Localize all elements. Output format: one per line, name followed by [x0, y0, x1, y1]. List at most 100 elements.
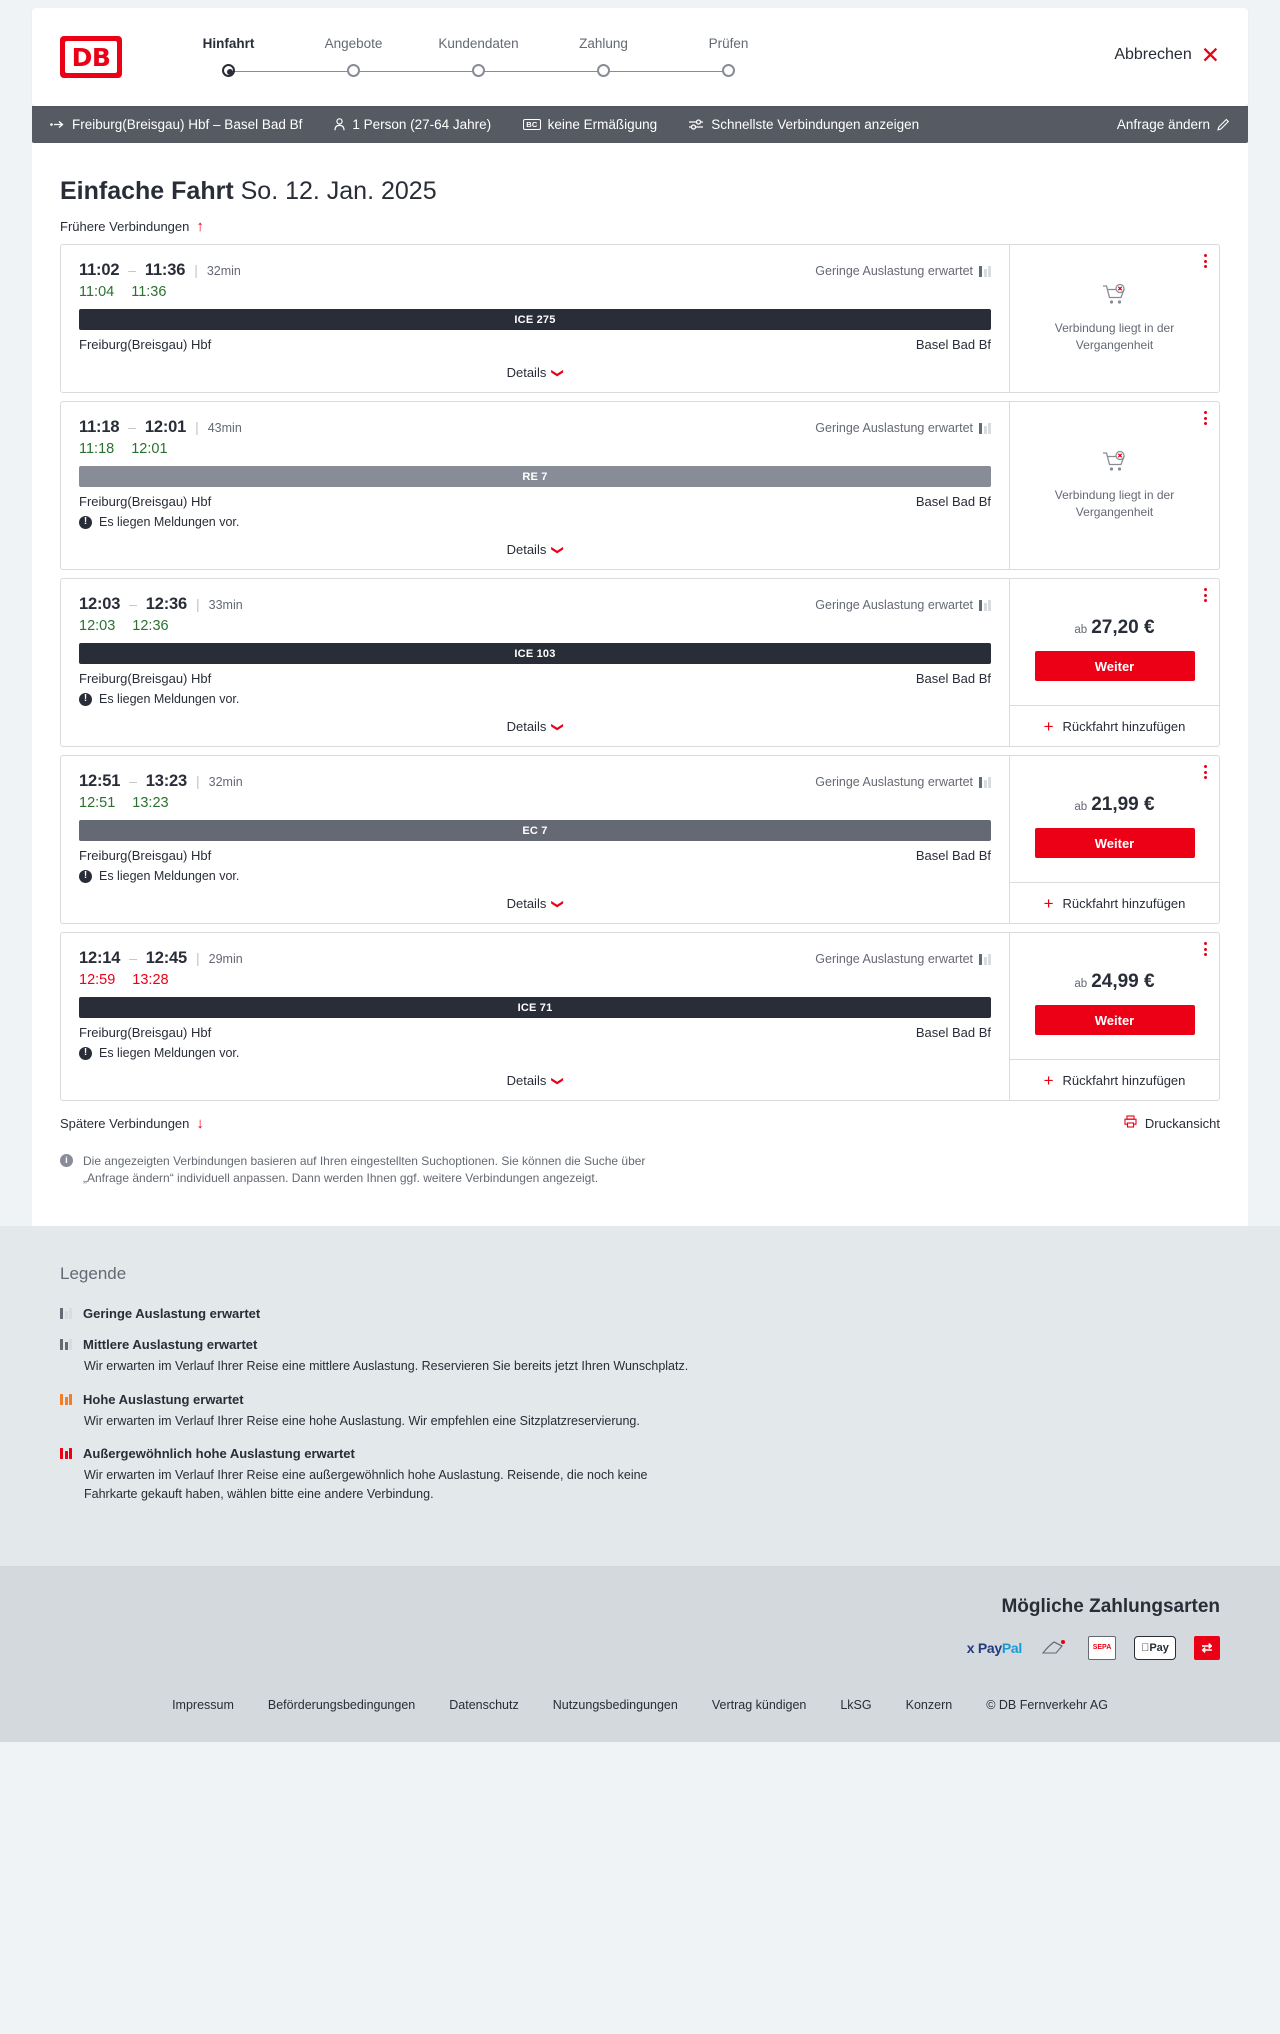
add-return-trip-button[interactable]: + Rückfahrt hinzufügen [1010, 882, 1219, 923]
print-view-button[interactable]: Druckansicht [1124, 1115, 1220, 1131]
time-duration-separator: | [195, 419, 199, 435]
more-options-button[interactable] [1204, 254, 1207, 268]
departure-station: Freiburg(Breisgau) Hbf [79, 337, 212, 352]
occupancy-indicator: Geringe Auslastung erwartet [815, 952, 991, 966]
connection-notice[interactable]: ! Es liegen Meldungen vor. [79, 1046, 991, 1060]
connection-details: 11:02–11:36 | 32min Geringe Auslastung erwa… [61, 245, 1009, 392]
more-options-button[interactable] [1204, 765, 1207, 779]
db-logo-text: DB [65, 41, 117, 73]
search-hint-text: Die angezeigten Verbindungen basieren au… [83, 1154, 646, 1186]
chevron-down-icon: ❯ [551, 367, 566, 378]
step-connector-line [478, 70, 604, 72]
trip-duration: 32min [206, 264, 241, 278]
summary-route[interactable]: Freiburg(Breisgau) Hbf – Basel Bad Bf [50, 117, 302, 132]
price-value: ab 21,99 € [1074, 794, 1155, 815]
add-return-trip-label: Rückfahrt hinzufügen [1062, 895, 1186, 911]
step-indicator [291, 63, 479, 79]
connection-details: 12:14–12:45 | 29min Geringe Auslastung erwa… [61, 933, 1009, 1100]
train-line-bar[interactable]: ICE 71 [79, 997, 991, 1018]
chevron-down-icon: ❯ [551, 721, 566, 732]
info-icon: i [60, 1154, 73, 1167]
train-name: EC 7 [522, 824, 548, 837]
search-hint: i Die angezeigten Verbindungen basieren … [60, 1153, 680, 1188]
time-duration-separator: | [196, 596, 200, 612]
step-prüfen[interactable]: Prüfen [666, 36, 791, 79]
legend-item-label: Geringe Auslastung erwartet [83, 1305, 261, 1321]
step-angebote[interactable]: Angebote [291, 35, 479, 79]
footer-link[interactable]: Datenschutz [449, 1697, 519, 1712]
trip-duration: 43min [207, 421, 242, 435]
details-toggle-button[interactable]: Details ❯ [507, 1073, 566, 1088]
train-line-bar[interactable]: RE 7 [79, 466, 991, 487]
footer-link[interactable]: LkSG [840, 1697, 872, 1712]
add-return-trip-button[interactable]: + Rückfahrt hinzufügen [1010, 705, 1219, 746]
details-row: Details ❯ [79, 541, 991, 559]
chevron-down-icon: ❯ [551, 1075, 566, 1086]
footer-link[interactable]: Vertrag kündigen [711, 1697, 807, 1712]
bahncard-icon: BC [523, 118, 541, 131]
earlier-connections-button[interactable]: Frühere Verbindungen ↑ [60, 219, 204, 234]
footer-link[interactable]: Konzern [905, 1697, 953, 1712]
continue-button[interactable]: Weiter [1034, 651, 1195, 681]
arrow-down-icon: ↓ [196, 1114, 204, 1132]
step-hinfahrt[interactable]: Hinfahrt [166, 36, 354, 79]
details-toggle-button[interactable]: Details ❯ [506, 719, 566, 734]
connection-details: 11:18–12:01 | 43min Geringe Auslastung erwa… [61, 402, 1009, 569]
summary-route-label: Freiburg(Breisgau) Hbf – Basel Bad Bf [72, 117, 303, 132]
chevron-down-icon: ❯ [551, 898, 566, 909]
db-logo-icon[interactable]: DB [60, 36, 122, 78]
details-toggle-button[interactable]: Details ❯ [507, 542, 566, 557]
train-line-bar[interactable]: ICE 103 [79, 643, 991, 664]
connection-card[interactable]: 11:02–11:36 | 32min Geringe Auslastung erwa… [60, 244, 1220, 393]
station-row: Freiburg(Breisgau) Hbf Basel Bad Bf [79, 671, 991, 686]
cancel-button[interactable]: Abbrechen ✕ [1114, 43, 1220, 71]
footer-link[interactable]: Beförderungsbedingungen [267, 1697, 416, 1712]
footer-copyright: © DB Fernverkehr AG [986, 1697, 1108, 1712]
live-times: 12:51 13:23 [79, 795, 991, 811]
price-prefix: ab [1074, 978, 1088, 990]
live-arrival-time: 11:36 [131, 284, 167, 300]
trip-duration: 33min [208, 598, 243, 612]
summary-sort[interactable]: Schnellste Verbindungen anzeigen [689, 117, 919, 132]
connection-notice-label: Es liegen Meldungen vor. [99, 869, 240, 883]
footer-link[interactable]: Impressum [172, 1697, 234, 1712]
footer-link[interactable]: Nutzungsbedingungen [552, 1697, 678, 1712]
details-toggle-button[interactable]: Details ❯ [507, 896, 566, 911]
connection-card[interactable]: 11:18–12:01 | 43min Geringe Auslastung erwa… [60, 401, 1220, 570]
departure-station: Freiburg(Breisgau) Hbf [79, 494, 212, 509]
continue-button[interactable]: Weiter [1034, 828, 1195, 858]
details-toggle-button[interactable]: Details ❯ [507, 365, 566, 380]
connection-notice[interactable]: ! Es liegen Meldungen vor. [79, 692, 991, 706]
occupancy-bars-icon [979, 776, 991, 788]
app-header: DB Hinfahrt Angebote Kundendaten Zahlung Prü… [32, 8, 1248, 106]
scheduled-time-range: 12:14–12:45 [79, 949, 187, 967]
modify-search-button[interactable]: Anfrage ändern [1117, 117, 1230, 132]
occupancy-bars-icon [60, 1307, 72, 1319]
connection-notice[interactable]: ! Es liegen Meldungen vor. [79, 515, 991, 529]
step-kundendaten[interactable]: Kundendaten [416, 36, 604, 79]
add-return-trip-button[interactable]: + Rückfahrt hinzufügen [1010, 1059, 1219, 1100]
summary-discount[interactable]: BC keine Ermäßigung [523, 117, 657, 132]
more-options-button[interactable] [1204, 588, 1207, 602]
connection-card[interactable]: 12:03–12:36 | 33min Geringe Auslastung erwa… [60, 578, 1220, 747]
details-label: Details [506, 719, 547, 734]
arrow-up-icon: ↑ [196, 218, 204, 235]
past-connection-text: Verbindung liegt in der Vergangenheit [1054, 488, 1175, 519]
step-dot-icon [722, 64, 735, 77]
more-options-button[interactable] [1204, 411, 1207, 425]
connection-card[interactable]: 12:51–13:23 | 32min Geringe Auslastung erwa… [60, 755, 1220, 924]
train-line-bar[interactable]: ICE 275 [79, 309, 991, 330]
continue-button[interactable]: Weiter [1034, 1005, 1195, 1035]
step-label: Angebote [324, 35, 383, 51]
step-zahlung[interactable]: Zahlung [541, 36, 729, 79]
connection-notice[interactable]: ! Es liegen Meldungen vor. [79, 869, 991, 883]
payment-icon-row: x PayPal SEPA Pay ⇄ [60, 1635, 1220, 1660]
train-line-bar[interactable]: EC 7 [79, 820, 991, 841]
more-options-button[interactable] [1204, 942, 1207, 956]
departure-station: Freiburg(Breisgau) Hbf [79, 848, 212, 863]
connection-card[interactable]: 12:14–12:45 | 29min Geringe Auslastung erwa… [60, 932, 1220, 1101]
later-connections-button[interactable]: Spätere Verbindungen ↓ [60, 1116, 204, 1131]
summary-passengers[interactable]: 1 Person (27-64 Jahre) [334, 117, 491, 132]
legend-section: Legende Geringe Auslastung erwartet Mittl… [0, 1225, 1280, 1566]
past-connection-text: Verbindung liegt in der Vergangenheit [1054, 321, 1175, 352]
